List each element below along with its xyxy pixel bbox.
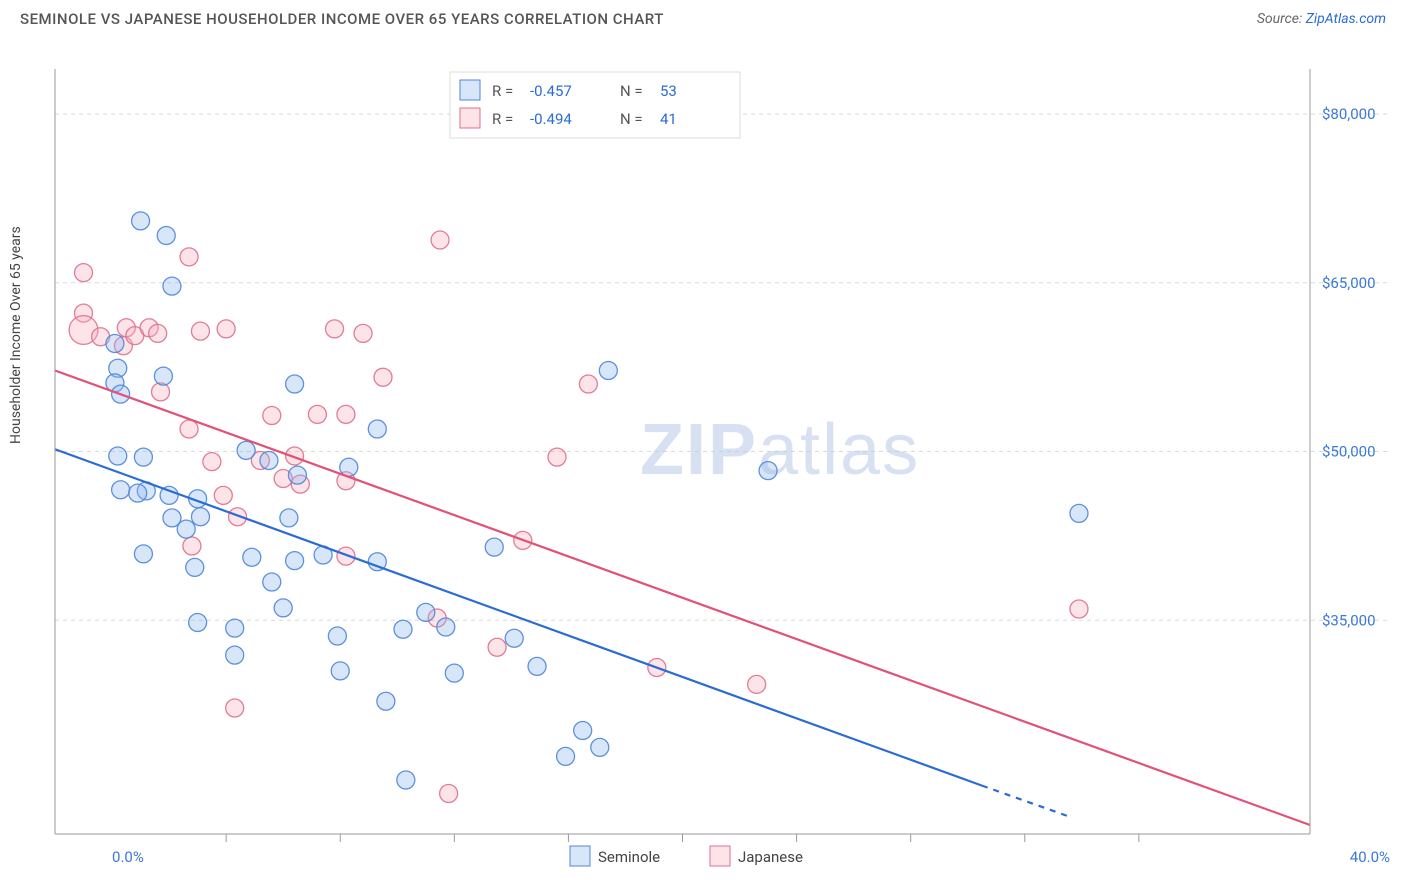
data-point-seminole <box>417 603 435 621</box>
watermark: ZIPatlas <box>640 410 920 490</box>
data-point-japanese <box>354 324 372 342</box>
y-tick-label: $65,000 <box>1322 274 1376 292</box>
data-point-japanese <box>374 368 392 386</box>
data-point-seminole <box>286 375 304 393</box>
data-point-seminole <box>505 629 523 647</box>
stat-n-label: N = <box>620 110 643 128</box>
data-point-seminole <box>132 212 150 230</box>
source-attribution: Source: ZipAtlas.com <box>1257 11 1386 27</box>
data-point-seminole <box>260 452 278 470</box>
data-point-seminole <box>591 738 609 756</box>
stat-r-value: -0.457 <box>530 82 572 100</box>
data-point-japanese <box>180 248 198 266</box>
data-point-seminole <box>368 420 386 438</box>
data-point-japanese <box>214 486 232 504</box>
data-point-japanese <box>308 405 326 423</box>
stat-r-label: R = <box>492 82 513 100</box>
data-point-japanese <box>191 322 209 340</box>
data-point-japanese <box>488 638 506 656</box>
stat-r-value: -0.494 <box>530 110 572 128</box>
data-point-japanese <box>748 675 766 693</box>
data-point-japanese <box>75 264 93 282</box>
data-point-japanese <box>337 405 355 423</box>
data-point-seminole <box>557 747 575 765</box>
y-tick-label: $50,000 <box>1322 443 1376 461</box>
data-point-japanese <box>180 420 198 438</box>
data-point-japanese <box>548 448 566 466</box>
data-point-japanese <box>1070 600 1088 618</box>
data-point-seminole <box>157 227 175 245</box>
data-point-japanese <box>217 320 235 338</box>
data-point-japanese <box>431 231 449 249</box>
data-point-japanese <box>326 320 344 338</box>
data-point-seminole <box>759 462 777 480</box>
data-point-japanese <box>183 537 201 555</box>
data-point-seminole <box>186 558 204 576</box>
data-point-seminole <box>226 646 244 664</box>
data-point-seminole <box>288 466 306 484</box>
correlation-chart: ZIPatlas $80,000 $65,000 $50,000 $35,000 0.… <box>0 34 1406 884</box>
stats-box: R = -0.457 N = 53 R = -0.494 N = 41 <box>450 72 740 138</box>
data-point-japanese <box>226 699 244 717</box>
data-point-seminole <box>177 520 195 538</box>
data-point-seminole <box>274 599 292 617</box>
x-tick-label: 0.0% <box>112 848 144 866</box>
data-point-japanese <box>149 324 167 342</box>
data-point-japanese <box>579 375 597 393</box>
y-tick-label: $80,000 <box>1322 105 1376 123</box>
stat-n-value: 53 <box>660 82 677 100</box>
data-point-seminole <box>134 448 152 466</box>
legend-label: Japanese <box>738 848 803 866</box>
data-point-seminole <box>437 618 455 636</box>
x-tick-label: 40.0% <box>1350 848 1390 866</box>
data-point-seminole <box>485 538 503 556</box>
data-point-seminole <box>134 545 152 563</box>
data-point-seminole <box>394 620 412 638</box>
data-point-seminole <box>280 509 298 527</box>
data-point-seminole <box>574 722 592 740</box>
data-point-japanese <box>152 383 170 401</box>
data-point-seminole <box>163 277 181 295</box>
data-point-seminole <box>154 367 172 385</box>
data-point-japanese <box>263 407 281 425</box>
data-point-seminole <box>528 657 546 675</box>
trendline-seminole-dash <box>982 786 1068 816</box>
y-tick-label: $35,000 <box>1322 611 1376 629</box>
data-point-seminole <box>109 447 127 465</box>
data-point-seminole <box>599 362 617 380</box>
data-point-seminole <box>106 335 124 353</box>
source-link[interactable]: ZipAtlas.com <box>1306 11 1386 27</box>
data-point-seminole <box>286 552 304 570</box>
data-point-seminole <box>243 548 261 566</box>
legend: Seminole Japanese <box>570 846 803 866</box>
data-point-japanese <box>203 453 221 471</box>
data-point-seminole <box>445 664 463 682</box>
data-point-seminole <box>1070 504 1088 522</box>
data-point-japanese <box>440 785 458 803</box>
data-point-seminole <box>377 692 395 710</box>
data-point-seminole <box>226 619 244 637</box>
data-point-seminole <box>112 481 130 499</box>
stat-swatch <box>460 80 480 100</box>
stat-r-label: R = <box>492 110 513 128</box>
data-point-seminole <box>328 627 346 645</box>
stat-swatch <box>460 108 480 128</box>
page-title: SEMINOLE VS JAPANESE HOUSEHOLDER INCOME … <box>20 10 664 28</box>
data-point-seminole <box>397 771 415 789</box>
data-point-seminole <box>191 508 209 526</box>
stat-n-label: N = <box>620 82 643 100</box>
legend-label: Seminole <box>598 848 660 866</box>
legend-swatch <box>570 846 590 866</box>
stat-n-value: 41 <box>660 110 677 128</box>
data-point-seminole <box>129 484 147 502</box>
legend-swatch <box>710 846 730 866</box>
data-point-seminole <box>263 573 281 591</box>
data-point-seminole <box>237 441 255 459</box>
data-point-seminole <box>331 662 349 680</box>
data-point-seminole <box>189 614 207 632</box>
